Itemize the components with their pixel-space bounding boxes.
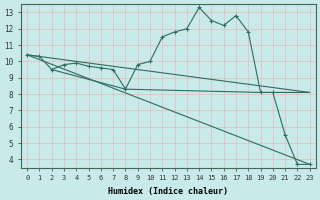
X-axis label: Humidex (Indice chaleur): Humidex (Indice chaleur) [108,187,228,196]
